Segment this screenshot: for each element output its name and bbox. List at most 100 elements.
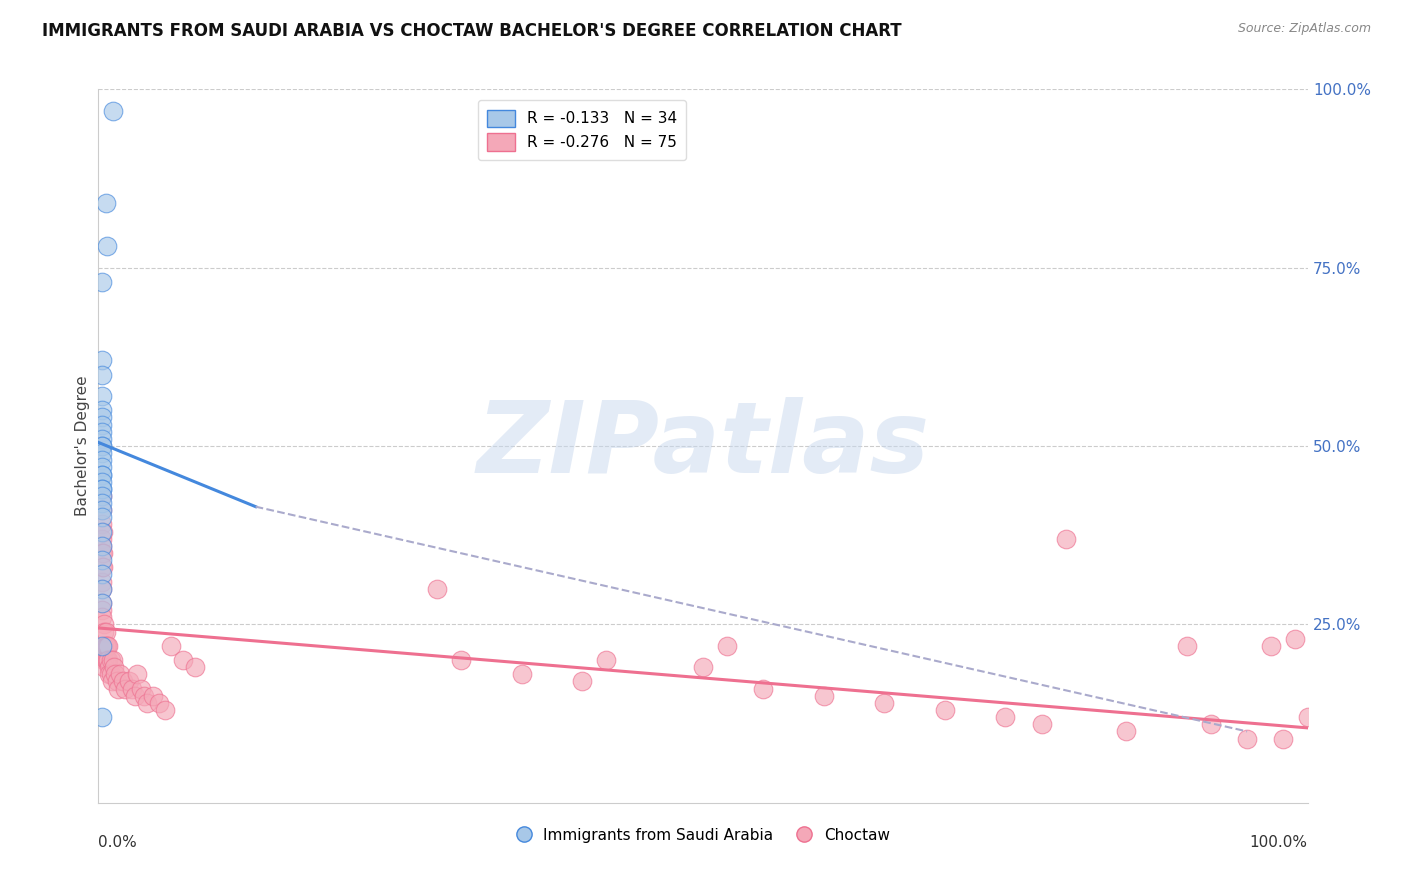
- Point: [91, 639, 114, 653]
- Point: [91, 446, 114, 460]
- Point: [91, 582, 114, 596]
- Point: [813, 689, 835, 703]
- Point: [91, 560, 114, 574]
- Point: [91, 582, 114, 596]
- Point: [91, 467, 114, 482]
- Point: [118, 674, 141, 689]
- Point: [934, 703, 956, 717]
- Point: [91, 503, 114, 517]
- Point: [129, 681, 152, 696]
- Point: [96, 239, 118, 253]
- Legend: Immigrants from Saudi Arabia, Choctaw: Immigrants from Saudi Arabia, Choctaw: [510, 822, 896, 848]
- Point: [91, 567, 114, 582]
- Point: [1031, 717, 1053, 731]
- Point: [91, 610, 114, 624]
- Point: [93, 653, 115, 667]
- Point: [124, 689, 146, 703]
- Point: [91, 275, 114, 289]
- Point: [135, 696, 157, 710]
- Point: [97, 639, 120, 653]
- Point: [91, 425, 114, 439]
- Point: [91, 517, 114, 532]
- Point: [1115, 724, 1137, 739]
- Point: [121, 681, 143, 696]
- Point: [91, 510, 114, 524]
- Point: [1236, 731, 1258, 746]
- Point: [91, 417, 114, 432]
- Point: [91, 439, 114, 453]
- Point: [91, 467, 114, 482]
- Point: [94, 196, 117, 211]
- Point: [103, 660, 125, 674]
- Point: [91, 489, 114, 503]
- Point: [1199, 717, 1222, 731]
- Point: [91, 532, 114, 546]
- Point: [97, 653, 120, 667]
- Point: [93, 639, 115, 653]
- Point: [91, 496, 114, 510]
- Point: [91, 410, 114, 425]
- Point: [127, 667, 149, 681]
- Point: [134, 689, 156, 703]
- Point: [104, 667, 127, 681]
- Point: [91, 482, 114, 496]
- Point: [108, 667, 131, 681]
- Point: [98, 660, 121, 674]
- Point: [94, 624, 117, 639]
- Text: Source: ZipAtlas.com: Source: ZipAtlas.com: [1237, 22, 1371, 36]
- Point: [100, 667, 122, 681]
- Point: [107, 681, 129, 696]
- Point: [96, 639, 118, 653]
- Point: [91, 389, 114, 403]
- Text: ZIPatlas: ZIPatlas: [477, 398, 929, 494]
- Point: [692, 660, 714, 674]
- Point: [994, 710, 1017, 724]
- Point: [1260, 639, 1282, 653]
- Point: [91, 539, 114, 553]
- Point: [91, 603, 114, 617]
- Point: [184, 660, 207, 674]
- Point: [91, 475, 114, 489]
- Point: [91, 546, 114, 560]
- Point: [1175, 639, 1198, 653]
- Point: [91, 432, 114, 446]
- Point: [91, 453, 114, 467]
- Point: [172, 653, 194, 667]
- Point: [101, 103, 124, 118]
- Text: IMMIGRANTS FROM SAUDI ARABIA VS CHOCTAW BACHELOR'S DEGREE CORRELATION CHART: IMMIGRANTS FROM SAUDI ARABIA VS CHOCTAW …: [42, 22, 901, 40]
- Point: [111, 674, 134, 689]
- Point: [426, 582, 449, 596]
- Point: [93, 660, 115, 674]
- Point: [100, 653, 122, 667]
- Point: [752, 681, 775, 696]
- Point: [91, 489, 114, 503]
- Point: [91, 368, 114, 382]
- Point: [160, 639, 183, 653]
- Point: [1284, 632, 1306, 646]
- Point: [91, 546, 114, 560]
- Point: [91, 560, 114, 574]
- Point: [510, 667, 533, 681]
- Point: [153, 703, 176, 717]
- Point: [595, 653, 617, 667]
- Point: [142, 689, 165, 703]
- Point: [1054, 532, 1077, 546]
- Point: [91, 439, 114, 453]
- Point: [100, 674, 122, 689]
- Point: [91, 460, 114, 475]
- Point: [91, 574, 114, 589]
- Point: [91, 539, 114, 553]
- Point: [450, 653, 472, 667]
- Point: [1296, 710, 1319, 724]
- Point: [94, 653, 117, 667]
- Point: [571, 674, 593, 689]
- Point: [91, 524, 114, 539]
- Point: [873, 696, 896, 710]
- Point: [91, 403, 114, 417]
- Point: [93, 624, 115, 639]
- Point: [1272, 731, 1295, 746]
- Point: [98, 667, 121, 681]
- Point: [148, 696, 170, 710]
- Point: [91, 596, 114, 610]
- Point: [716, 639, 738, 653]
